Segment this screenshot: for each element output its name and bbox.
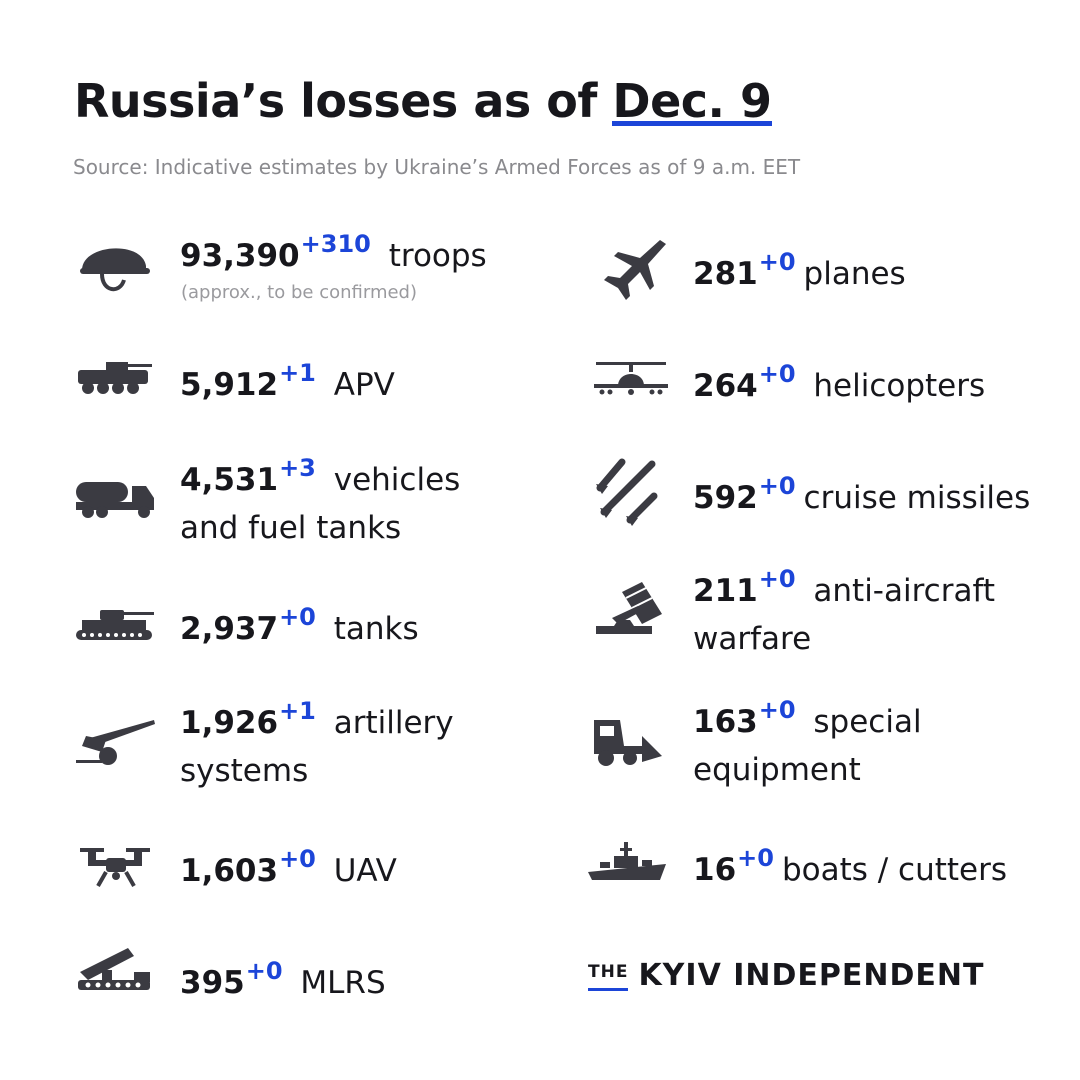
missiles-icon [590,458,676,528]
stat-delta: +3 [279,454,316,482]
stat-label: vehicles [333,462,461,498]
stat-label: UAV [333,853,397,889]
stat-value: 592 [693,480,758,516]
stat-value: 5,912 [180,367,279,403]
stat-label: artillery [333,705,454,741]
stat-label-line2: warfare [693,621,812,657]
stat-delta: +310 [300,230,371,258]
stat-label: special [813,704,922,740]
stat-label: MLRS [300,965,386,1001]
apv-icon [72,344,158,414]
brand-the: THE [588,962,629,991]
stat-delta: +0 [758,696,796,724]
helicopter-icon [588,346,674,416]
brand-logo: THE KYIV INDEPENDENT [588,958,984,993]
stat-delta: +0 [758,565,796,593]
stat-value: 1,926 [180,705,279,741]
stat-delta: +0 [279,603,316,631]
page-title: Russia’s losses as of Dec. 9 [74,74,772,128]
stat-value: 163 [693,704,758,740]
special-equipment-icon [586,708,672,778]
boat-icon [584,832,670,902]
stat-label: anti-aircraft [813,573,995,609]
stat-label: tanks [333,611,419,647]
stat-value: 16 [693,852,737,888]
stat-label: helicopters [813,368,986,404]
stat-delta: +0 [758,360,796,388]
stat-value: 4,531 [180,462,279,498]
source-note: Source: Indicative estimates by Ukraine’… [73,155,801,179]
artillery-icon [72,710,158,780]
stat-delta: +0 [758,248,796,276]
drone-icon [74,834,160,904]
stat-delta: +1 [279,697,316,725]
stat-delta: +0 [279,845,316,873]
fuel-truck-icon [72,464,158,534]
stat-delta: +0 [245,957,283,985]
stat-delta: +0 [737,844,774,872]
title-date: Dec. 9 [612,74,772,128]
stat-label-line2: equipment [693,752,861,788]
stat-value: 1,603 [180,853,279,889]
stat-label: boats / cutters [781,852,1008,888]
stat-label: troops [388,238,487,274]
stat-value: 93,390 [180,238,300,274]
stat-label: APV [333,367,395,403]
stat-label-line2: systems [180,753,309,789]
stat-value: 281 [693,256,758,292]
plane-icon [590,234,676,304]
stat-value: 395 [180,965,245,1001]
stat-label: planes [803,256,906,292]
helmet-icon [74,232,160,302]
stat-label-line2: and fuel tanks [180,510,402,546]
mlrs-icon [72,940,158,1010]
stat-value: 2,937 [180,611,279,647]
brand-name: KYIV INDEPENDENT [638,958,985,993]
stat-delta: +1 [279,359,316,387]
stat-label: cruise missiles [803,480,1031,516]
stat-note: (approx., to be confirmed) [181,282,417,303]
title-prefix: Russia’s losses as of [74,74,597,128]
stat-value: 211 [693,573,758,609]
stat-delta: +0 [758,472,796,500]
anti-aircraft-icon [588,578,674,648]
stat-value: 264 [693,368,758,404]
tank-icon [72,594,158,664]
